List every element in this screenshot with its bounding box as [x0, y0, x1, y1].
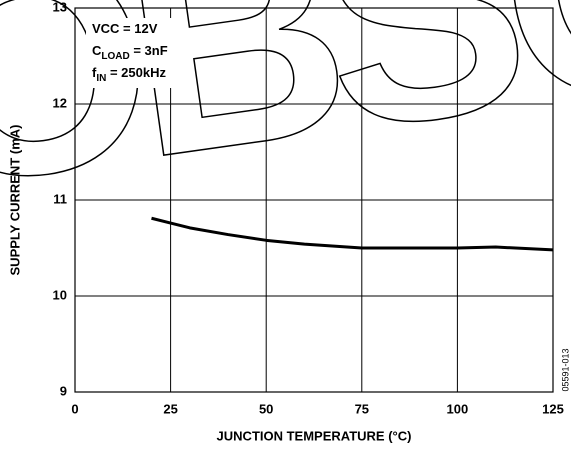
- x-tick-label: 100: [447, 401, 469, 416]
- y-axis-label: SUPPLY CURRENT (mA): [7, 125, 22, 276]
- annotation-part: IN: [96, 73, 106, 84]
- y-tick-label: 11: [53, 191, 67, 206]
- y-tick-label: 12: [53, 95, 67, 110]
- annotation-part: = 250kHz: [106, 65, 166, 80]
- x-tick-label: 25: [163, 401, 177, 416]
- watermark-group: OBSO: [0, 0, 571, 251]
- x-tick-label: 125: [542, 401, 564, 416]
- annotation-part: VCC = 12V: [92, 21, 158, 36]
- y-tick-label: 9: [60, 383, 67, 398]
- watermark: OBSO: [0, 0, 571, 251]
- x-tick-label: 75: [355, 401, 369, 416]
- chart: OBSO 9 10 11 12 13 0 25 50 75 100 125 VCC = 12VCLO…: [0, 0, 571, 450]
- y-tick-label: 13: [53, 0, 67, 14]
- series-line: [151, 218, 553, 250]
- series-group: [151, 218, 553, 250]
- x-tick-label: 50: [259, 401, 273, 416]
- annotation: VCC = 12V: [92, 21, 158, 36]
- annotation-part: LOAD: [101, 51, 129, 62]
- x-tick-label: 0: [71, 401, 78, 416]
- figure-id: 05591-013: [560, 348, 570, 391]
- x-axis-label: JUNCTION TEMPERATURE (°C): [217, 428, 412, 443]
- annotation-part: = 3nF: [130, 43, 168, 58]
- y-tick-label: 10: [53, 287, 67, 302]
